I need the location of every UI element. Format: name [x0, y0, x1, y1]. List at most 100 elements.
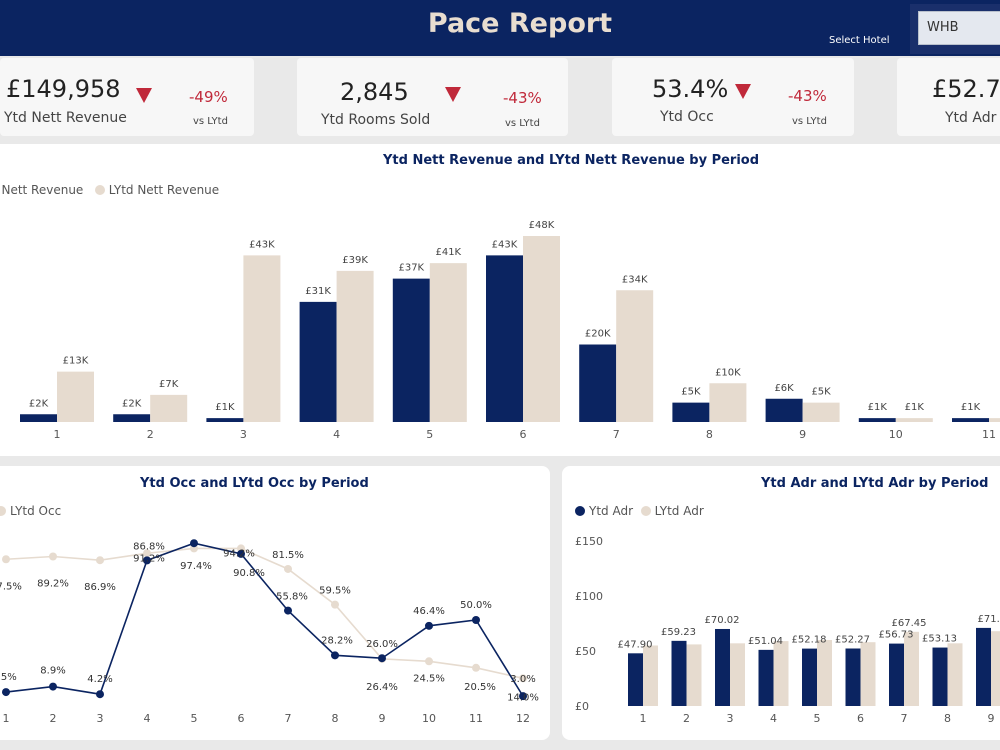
bar-lytd: [773, 641, 789, 706]
bar-ytd: [858, 418, 896, 422]
page-title: Pace Report: [427, 8, 613, 39]
point-ytd: [143, 556, 151, 565]
data-label: £34K: [622, 274, 648, 285]
data-label: £51.04: [748, 636, 783, 647]
data-label: £52.18: [792, 635, 827, 646]
point-lytd: [331, 600, 339, 609]
data-label: 46.4%: [413, 606, 445, 617]
data-label: £20K: [585, 329, 611, 340]
down-triangle-icon: [136, 88, 152, 103]
bar-lytd: [57, 371, 94, 422]
bar-ytd: [299, 301, 337, 422]
legend-label-ytd: Ytd Adr: [589, 504, 634, 518]
data-label: 86.9%: [84, 582, 116, 593]
bar-lytd: [904, 631, 919, 706]
x-tick-label: 8: [332, 712, 339, 725]
data-label: 28.2%: [321, 635, 353, 646]
kpi-delta: -43%: [503, 89, 542, 107]
x-tick-label: 1: [54, 428, 61, 441]
data-label: £1K: [961, 402, 981, 413]
bar-lytd: [947, 643, 963, 706]
legend-label-lytd: LYtd Nett Revenue: [108, 183, 220, 197]
data-label: 81.5%: [272, 550, 304, 561]
data-label: £10K: [715, 367, 741, 378]
data-label: £2K: [29, 398, 49, 409]
revenue-chart-panel: Ytd Nett Revenue and LYtd Nett Revenue b…: [0, 144, 1000, 456]
x-tick-label: 9: [379, 712, 386, 725]
data-label: £43K: [492, 239, 518, 250]
y-tick-label: £50: [575, 645, 596, 658]
data-label: £47.90: [618, 639, 653, 650]
kpi-delta: -43%: [788, 87, 827, 105]
data-label: £70.02: [705, 615, 740, 626]
bar-ytd: [579, 344, 617, 422]
bar-ytd: [628, 653, 643, 706]
bar-ytd: [932, 647, 948, 706]
data-label: 26.4%: [366, 682, 398, 693]
point-lytd: [425, 657, 433, 666]
point-lytd: [96, 556, 104, 565]
data-label: 26.0%: [366, 639, 398, 650]
point-lytd: [472, 663, 480, 672]
point-lytd: [49, 552, 57, 561]
kpi-card-occ: 53.4% Ytd Occ -43% vs LYtd: [612, 58, 854, 136]
adr-bar-chart: £150 £100 £50 £0 £47.90 1 £59.23 2 £70.02 3 £51.04…: [575, 535, 1000, 725]
data-label: 87.5%: [0, 581, 22, 592]
hotel-select-input[interactable]: WHB: [918, 11, 1000, 45]
point-ytd: [519, 692, 527, 701]
legend-swatch-lytd: [0, 506, 6, 516]
x-tick-label: 10: [422, 712, 436, 725]
point-lytd: [284, 564, 292, 573]
select-hotel-label: Select Hotel: [829, 35, 890, 46]
legend-swatch-lytd: [94, 185, 105, 195]
kpi-delta: -49%: [189, 88, 228, 106]
bar-ytd: [392, 278, 430, 422]
data-label: £43K: [249, 239, 275, 250]
point-ytd: [472, 616, 480, 624]
point-lytd: [2, 555, 10, 564]
data-label: 97.4%: [180, 561, 212, 572]
point-ytd: [2, 688, 10, 697]
x-tick-label: 12: [516, 712, 530, 725]
bar-ytd: [672, 402, 710, 422]
point-ytd: [49, 682, 57, 691]
x-tick-label: 9: [799, 428, 806, 441]
kpi-vs: vs LYtd: [193, 116, 228, 127]
bar-lytd: [991, 631, 1000, 706]
x-tick-label: 6: [238, 712, 245, 725]
legend-swatch-lytd: [640, 506, 651, 516]
legend-swatch-ytd: [575, 506, 585, 516]
kpi-value: £52.71: [932, 75, 1000, 103]
point-ytd: [378, 654, 386, 663]
x-tick-label: 11: [469, 712, 483, 725]
point-ytd: [96, 690, 104, 699]
chart-legend: Ytd Adr LYtd Adr: [575, 504, 704, 518]
bar-lytd: [730, 643, 745, 706]
series-line-ytd: [5, 542, 524, 697]
data-label: 14.0%: [507, 692, 539, 703]
data-label: 94.2%: [223, 548, 255, 559]
data-label: £59.23: [661, 627, 696, 638]
data-label: 86.8%: [133, 541, 165, 552]
kpi-value: £149,958: [6, 75, 121, 103]
data-label: 59.5%: [319, 586, 351, 597]
bar-lytd: [523, 236, 560, 422]
data-label: £1K: [868, 402, 888, 413]
data-label: 24.5%: [413, 673, 445, 684]
bar-lytd: [243, 255, 281, 422]
data-label: £71.00: [978, 614, 1000, 625]
x-tick-label: 7: [613, 428, 620, 441]
adr-chart-panel: Ytd Adr and LYtd Adr by Period Ytd Adr L…: [562, 466, 1000, 740]
x-tick-label: 3: [727, 712, 734, 725]
data-label: 4.2%: [87, 674, 112, 685]
x-tick-label: 2: [683, 712, 690, 725]
x-tick-label: 5: [814, 712, 821, 725]
x-tick-label: 1: [640, 712, 647, 725]
data-label: £1K: [215, 402, 235, 413]
x-tick-label: 2: [147, 428, 154, 441]
x-tick-label: 10: [889, 428, 903, 441]
x-tick-label: 8: [706, 428, 713, 441]
bar-ytd: [206, 418, 244, 422]
kpi-card-nett-revenue: £149,958 Ytd Nett Revenue -49% vs LYtd: [0, 58, 254, 136]
bar-lytd: [643, 645, 658, 706]
